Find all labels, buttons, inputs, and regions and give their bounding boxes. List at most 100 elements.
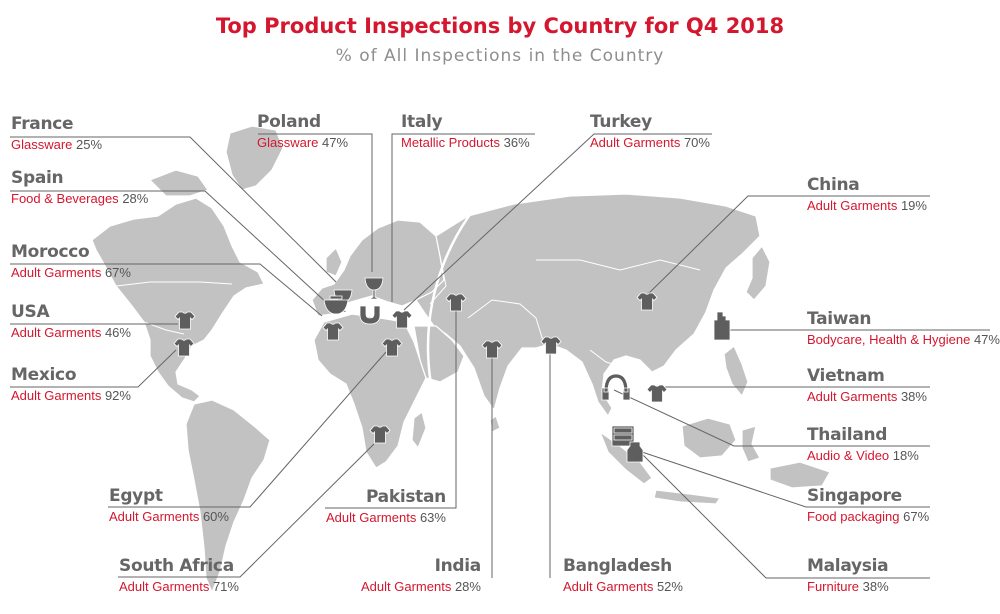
product-name: Bodycare, Health & Hygiene [807, 332, 971, 347]
product-percent: 70% [683, 135, 710, 150]
arabia-landmass [413, 325, 465, 383]
product-line-india: Adult Garments 28% [361, 579, 481, 595]
leader-lines [10, 133, 990, 579]
product-name: Furniture [807, 579, 860, 594]
product-percent: 63% [419, 510, 446, 525]
product-line-thailand: Audio & Video 18% [807, 448, 919, 464]
product-name: Adult Garments [590, 135, 681, 150]
papua-landmass [769, 461, 831, 489]
label-pakistan: Pakistan Adult Garments 63% [326, 487, 446, 526]
country-name-taiwan: Taiwan [807, 309, 872, 329]
uk-landmass [325, 247, 343, 277]
country-name-usa: USA [11, 302, 50, 322]
leader-line-singapore [635, 449, 930, 508]
product-line-malaysia: Furniture 38% [807, 579, 889, 595]
product-percent: 67% [903, 509, 930, 524]
glass-icon-poland [364, 277, 384, 300]
product-line-italy: Metallic Products 36% [401, 135, 530, 151]
product-name: Adult Garments [361, 579, 452, 594]
product-percent: 47% [322, 135, 349, 150]
product-name: Adult Garments [807, 198, 898, 213]
product-name: Adult Garments [807, 389, 898, 404]
label-italy: Italy Metallic Products 36% [401, 112, 530, 151]
product-percent: 25% [76, 137, 103, 152]
label-turkey: Turkey Adult Garments 70% [590, 112, 710, 151]
product-percent: 46% [104, 325, 131, 340]
label-singapore: Singapore Food packaging 67% [807, 486, 929, 525]
product-line-usa: Adult Garments 46% [11, 325, 131, 341]
country-name-turkey: Turkey [590, 112, 652, 132]
borneo-landmass [681, 417, 737, 459]
se-asia-border [589, 349, 641, 379]
product-line-singapore: Food packaging 67% [807, 509, 929, 525]
product-name: Metallic Products [401, 135, 500, 150]
label-egypt: Egypt Adult Garments 60% [109, 486, 229, 525]
product-line-china: Adult Garments 19% [807, 198, 927, 214]
headphones-icon-thailand [601, 373, 631, 401]
product-line-taiwan: Bodycare, Health & Hygiene 47% [807, 332, 1000, 348]
leader-line-china [645, 195, 930, 297]
product-line-south-africa: Adult Garments 71% [119, 579, 239, 595]
java-landmass [653, 489, 721, 505]
asia-landmass [415, 193, 761, 417]
country-name-thailand: Thailand [807, 425, 888, 445]
product-percent: 60% [202, 509, 229, 524]
label-mexico: Mexico Adult Garments 92% [11, 365, 131, 404]
label-thailand: Thailand Audio & Video 18% [807, 425, 919, 464]
product-percent: 71% [212, 579, 239, 594]
country-name-spain: Spain [11, 168, 64, 188]
leader-line-thailand [613, 389, 930, 447]
product-percent: 52% [656, 579, 683, 594]
philippines-landmass [723, 345, 749, 397]
label-south-africa: South Africa Adult Garments 71% [119, 556, 239, 595]
label-india: India Adult Garments 28% [361, 556, 481, 595]
continents [91, 125, 831, 593]
product-line-egypt: Adult Garments 60% [109, 509, 229, 525]
lotion-bottle-icon-taiwan [713, 311, 731, 341]
leader-line-morocco [10, 263, 323, 317]
product-name: Adult Garments [109, 509, 200, 524]
label-malaysia: Malaysia Furniture 38% [807, 556, 889, 595]
label-morocco: Morocco Adult Garments 67% [11, 242, 131, 281]
product-name: Adult Garments [563, 579, 654, 594]
product-line-vietnam: Adult Garments 38% [807, 389, 927, 405]
product-percent: 18% [892, 448, 919, 463]
india-border [467, 299, 545, 345]
china-border [536, 259, 701, 271]
label-bangladesh: Bangladesh Adult Garments 52% [563, 556, 683, 595]
north-america-islands [149, 169, 209, 197]
jar-icon-singapore [626, 441, 644, 463]
greenland-landmass [225, 125, 284, 191]
country-name-china: China [807, 175, 860, 195]
product-name: Food & Beverages [11, 191, 119, 206]
japan-landmass [745, 245, 771, 301]
product-percent: 67% [104, 265, 131, 280]
country-name-morocco: Morocco [11, 242, 90, 262]
page-title: Top Product Inspections by Country for Q… [215, 14, 785, 38]
label-spain: Spain Food & Beverages 28% [11, 168, 148, 207]
product-percent: 47% [973, 332, 1000, 347]
leader-line-egypt [108, 351, 387, 508]
country-name-south-africa: South Africa [119, 556, 234, 576]
leader-line-turkey [403, 133, 712, 311]
country-name-mexico: Mexico [11, 365, 77, 385]
product-line-spain: Food & Beverages 28% [11, 191, 148, 207]
country-name-singapore: Singapore [807, 486, 902, 506]
magnet-icon-italy [359, 305, 381, 325]
label-taiwan: Taiwan Bodycare, Health & Hygiene 47% [807, 309, 1000, 348]
tshirt-icon-vietnam [646, 384, 668, 403]
leader-line-poland [258, 133, 373, 272]
product-name: Glassware [257, 135, 319, 150]
label-poland: Poland Glassware 47% [257, 112, 348, 151]
us-canada-border [115, 281, 233, 287]
product-name: Adult Garments [326, 510, 417, 525]
product-line-morocco: Adult Garments 67% [11, 265, 131, 281]
product-percent: 38% [900, 389, 927, 404]
product-name: Food packaging [807, 509, 900, 524]
product-percent: 19% [900, 198, 927, 213]
product-name: Audio & Video [807, 448, 890, 463]
leader-line-spain [10, 190, 329, 305]
country-name-france: France [11, 114, 74, 134]
label-china: China Adult Garments 19% [807, 175, 927, 214]
